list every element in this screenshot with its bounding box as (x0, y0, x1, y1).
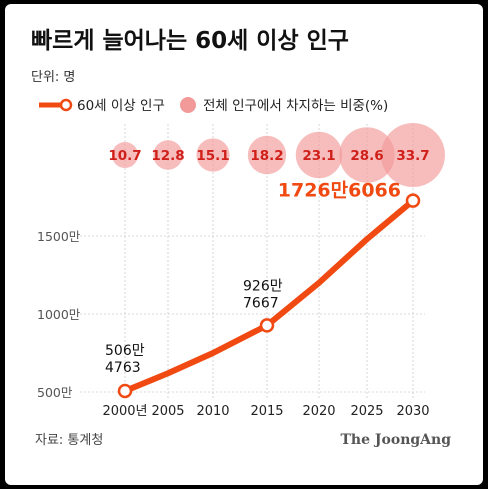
source-label: 자료: 통계청 (35, 433, 103, 448)
final-value-annotation: 1726만6066 (278, 180, 401, 202)
share-bubble (295, 131, 343, 179)
series-point (259, 318, 275, 333)
series-60plus (117, 193, 421, 399)
series-point (117, 383, 133, 399)
point-annotation: 506만 (105, 343, 145, 359)
x-tick-label: 2020 (302, 404, 335, 419)
share-bubble (112, 142, 138, 168)
share-label: 12.8 (151, 148, 184, 164)
chart-title: 빠르게 늘어나는 60세 이상 인구 (31, 28, 349, 54)
x-axis-labels: 2000년 2005 2010 2015 2020 2025 2030 (102, 404, 429, 419)
x-tick-label: 2025 (350, 404, 383, 419)
legend-line-label: 60세 이상 인구 (77, 98, 165, 114)
share-bubble (153, 140, 183, 170)
share-label: 28.6 (350, 148, 383, 164)
share-bubble (247, 135, 287, 175)
legend-bubble-swatch (180, 97, 196, 113)
share-bubble (339, 127, 395, 183)
legend: 60세 이상 인구 전체 인구에서 차지하는 비중(%) (39, 97, 388, 114)
legend-line-marker (59, 98, 73, 112)
x-tick-label: 2005 (151, 404, 184, 419)
unit-label: 단위: 명 (31, 70, 75, 85)
x-tick-label: 2010 (196, 404, 229, 419)
chart-svg: 빠르게 늘어나는 60세 이상 인구 단위: 명 60세 이상 인구 전체 인구… (31, 28, 452, 448)
brand-logo: The JoongAng (341, 432, 452, 448)
point-annotation: 926만 (243, 278, 283, 294)
x-tick-label: 2000년 (102, 404, 147, 419)
point-annotation: 4763 (105, 360, 141, 376)
y-tick-label: 500만 (37, 385, 73, 400)
share-bubble (381, 123, 445, 187)
legend-bubble-label: 전체 인구에서 차지하는 비중(%) (203, 98, 388, 114)
share-label: 18.2 (250, 148, 283, 164)
x-tick-label: 2030 (396, 404, 429, 419)
y-tick-label: 1500만 (37, 229, 81, 244)
share-bubbles: 10.7 12.8 15.1 18.2 23.1 28.6 33.7 (108, 123, 445, 187)
share-label: 10.7 (108, 148, 141, 164)
point-annotation: 7667 (243, 295, 279, 311)
x-tick-label: 2015 (250, 404, 283, 419)
share-label: 33.7 (396, 148, 429, 164)
y-tick-label: 1000만 (37, 307, 81, 322)
share-label: 23.1 (302, 148, 335, 164)
series-point (405, 193, 421, 208)
chart-card: 빠르게 늘어나는 60세 이상 인구 단위: 명 60세 이상 인구 전체 인구… (5, 4, 483, 485)
y-axis-labels: 500만 1000만 1500만 (37, 229, 81, 400)
share-label: 15.1 (196, 148, 229, 164)
share-bubble (196, 138, 230, 172)
